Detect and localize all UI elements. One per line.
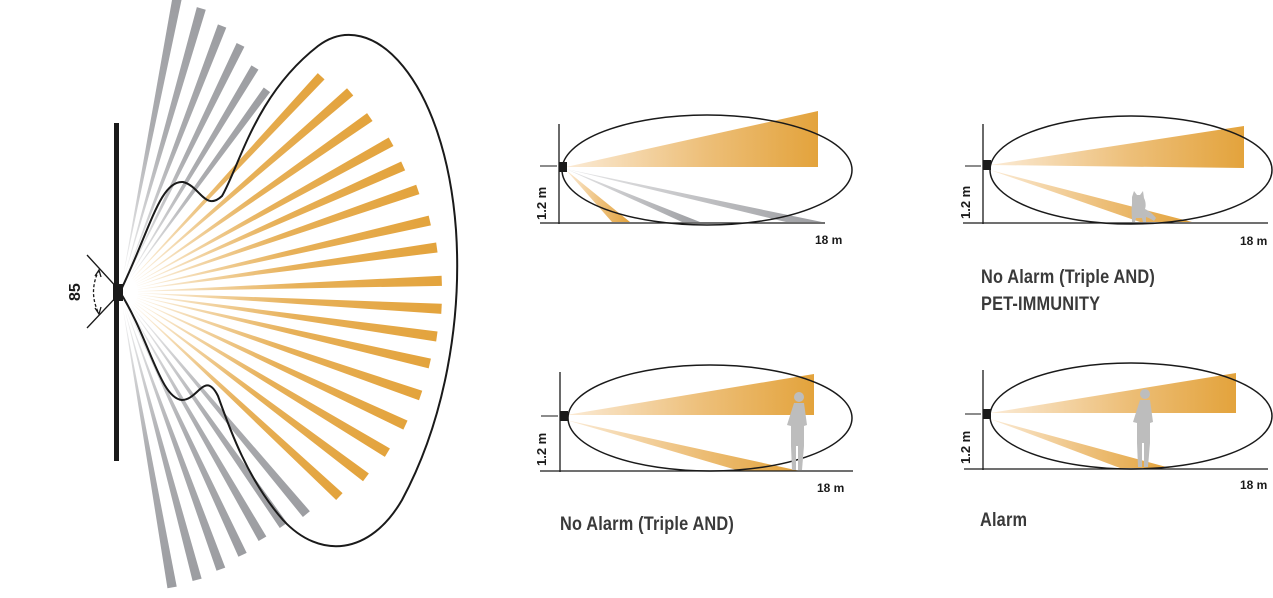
height-label: 1.2 m xyxy=(534,187,549,220)
pet-beam-2 xyxy=(566,169,822,222)
human-detection-ray xyxy=(136,299,408,430)
sensor-unit xyxy=(113,284,123,301)
person-silhouette xyxy=(787,392,807,470)
distance-label: 18 m xyxy=(1240,478,1267,492)
distance-label: 18 m xyxy=(815,233,842,247)
side-view-panel-top-right: 1.2 m 18 m xyxy=(958,115,1273,248)
upper-beam xyxy=(566,374,814,415)
human-detection-ray xyxy=(134,113,373,282)
human-detection-ray xyxy=(133,304,343,501)
caption-bottom-right: Alarm xyxy=(980,510,1028,531)
upper-beam xyxy=(990,126,1244,168)
distance-label: 18 m xyxy=(817,481,844,495)
human-detection-ray xyxy=(137,215,431,289)
side-view-panel-bottom-left: 1.2 m 18 m xyxy=(534,364,853,495)
pet-zone-ray xyxy=(126,24,227,276)
human-detection-ray xyxy=(135,301,390,457)
upper-beam xyxy=(990,373,1236,413)
human-detection-ray xyxy=(134,302,369,482)
caption-pet-immunity: PET-IMMUNITY xyxy=(981,294,1101,315)
sensor-unit xyxy=(559,162,567,172)
pet-zone-ray xyxy=(128,307,267,542)
pet-zone-ray xyxy=(123,309,177,589)
height-label: 1.2 m xyxy=(958,186,973,219)
caption-bottom-left: No Alarm (Triple AND) xyxy=(560,514,734,535)
human-detection-ray xyxy=(136,161,406,285)
human-detection-ray xyxy=(133,88,354,281)
caption-top-right: No Alarm (Triple AND) PET-IMMUNITY xyxy=(981,264,1155,318)
detection-rays xyxy=(123,0,442,589)
floor-beam xyxy=(566,170,630,222)
pet-zone-ray xyxy=(126,308,226,571)
human-detection-ray xyxy=(137,292,442,314)
pet-zone-ray xyxy=(129,65,259,277)
side-view-panel-bottom-right: 1.2 m 18 m xyxy=(958,362,1273,492)
distance-label: 18 m xyxy=(1240,234,1267,248)
human-detection-ray xyxy=(132,73,325,279)
coverage-ellipse xyxy=(989,362,1273,470)
human-detection-ray xyxy=(137,295,431,369)
angle-label: 85 xyxy=(67,283,84,301)
human-detection-ray xyxy=(137,294,438,342)
pet-zone-ray xyxy=(124,309,202,582)
pet-zone-ray xyxy=(131,305,310,518)
sensor-unit xyxy=(560,411,568,421)
human-detection-ray xyxy=(136,297,423,401)
pet-zone-ray xyxy=(123,0,182,275)
person-silhouette xyxy=(1133,389,1153,467)
top-view-pattern: 85 xyxy=(67,0,459,589)
floor-beam xyxy=(566,420,800,471)
pet-zone-ray xyxy=(127,42,245,276)
coverage-boundary xyxy=(118,33,459,548)
upper-beam xyxy=(566,111,818,167)
human-detection-ray xyxy=(136,184,420,287)
floor-beam xyxy=(990,419,1170,468)
pet-zone-ray xyxy=(124,7,206,275)
angle-indicator xyxy=(86,254,121,329)
pet-zone-ray xyxy=(130,306,288,528)
caption-no-alarm-triple-and: No Alarm (Triple AND) xyxy=(981,267,1155,288)
side-view-panel-top-left: 1.2 m 18 m xyxy=(534,111,853,247)
human-detection-ray xyxy=(137,275,442,292)
height-label: 1.2 m xyxy=(958,431,973,464)
floor-beam xyxy=(990,170,1192,222)
sensor-unit xyxy=(983,409,991,419)
sensor-unit xyxy=(983,160,991,170)
human-detection-ray xyxy=(135,137,394,284)
pet-beam-1 xyxy=(566,169,700,222)
human-detection-ray xyxy=(137,242,438,290)
cat-silhouette xyxy=(1131,191,1156,222)
coverage-ellipse xyxy=(561,114,853,226)
height-label: 1.2 m xyxy=(534,433,549,466)
pet-zone-ray xyxy=(130,87,271,278)
